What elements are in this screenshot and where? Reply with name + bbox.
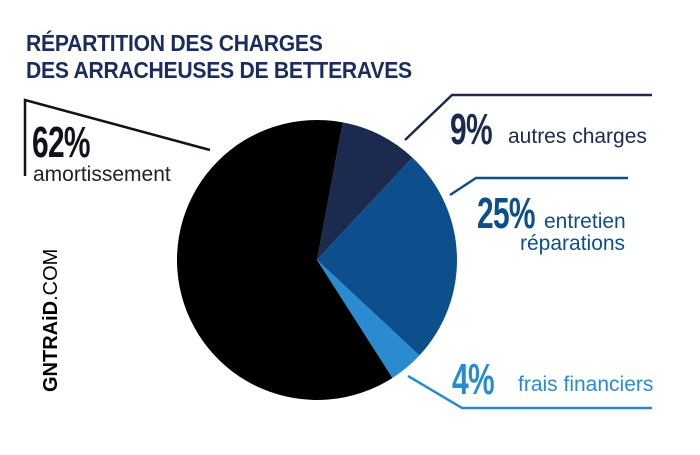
pie-slice-amortissement <box>176 120 393 401</box>
pie-slice-frais <box>317 260 420 378</box>
leader-line-amortissement <box>23 98 211 176</box>
leader-line-autres <box>404 93 652 141</box>
label-entretien: entretien <box>544 210 626 233</box>
brand-bold: GNTRAiD <box>40 300 62 392</box>
pct-label-frais: 4% <box>452 355 495 404</box>
brand-thin: .COM <box>40 248 62 301</box>
pie-slice-entretien <box>317 157 457 356</box>
pie-slice-autres <box>317 122 413 260</box>
label-frais: frais financiers <box>518 373 654 396</box>
brand-logo: GNTRAiD.COM <box>40 249 63 392</box>
chart-title: RÉPARTITION DES CHARGES DES ARRACHEUSES … <box>26 30 412 84</box>
title-line-2: DES ARRACHEUSES DE BETTERAVES <box>26 57 412 83</box>
label-autres: autres charges <box>508 125 647 148</box>
label-reparations: réparations <box>520 232 626 255</box>
pct-label-autres: 9% <box>450 105 493 154</box>
leader-line-frais <box>407 374 652 410</box>
title-line-1: RÉPARTITION DES CHARGES <box>26 30 323 56</box>
leader-line-entretien <box>449 176 628 197</box>
pct-label-amortissement: 62% <box>32 118 91 167</box>
label-amortissement: amortissement <box>33 163 171 186</box>
pct-label-entretien: 25% <box>477 189 536 238</box>
